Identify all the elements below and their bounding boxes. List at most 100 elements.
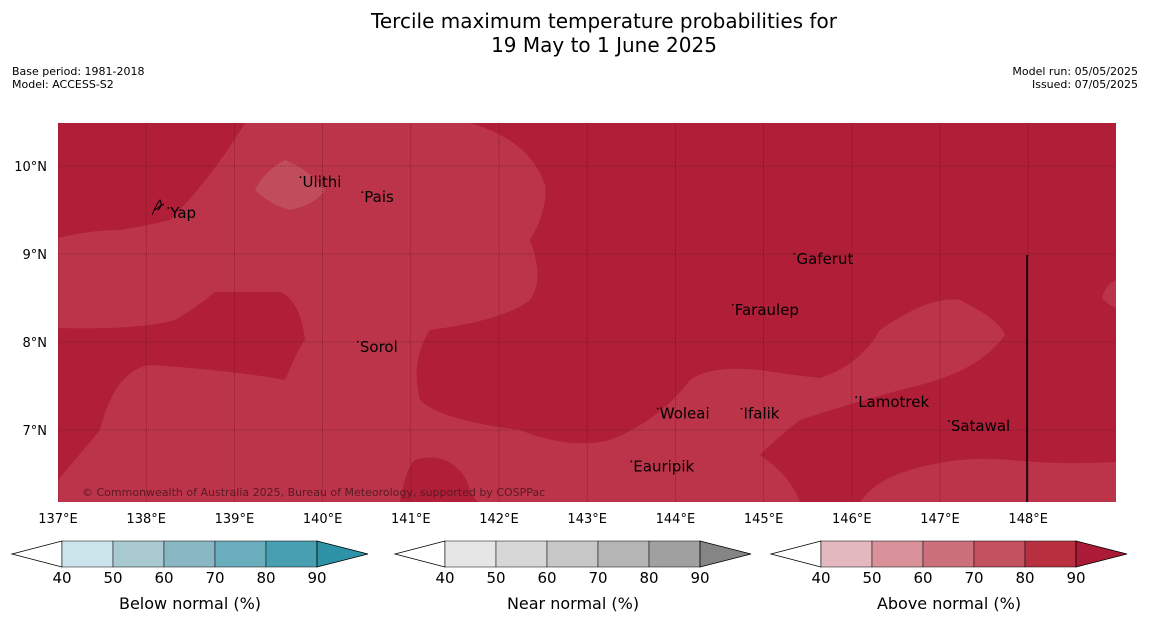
grid-lines <box>58 123 1116 502</box>
place-marker <box>167 207 170 209</box>
colorbar-extend-high <box>316 540 369 568</box>
place-marker <box>299 176 302 179</box>
colorbar-tick-label: 50 <box>103 569 122 587</box>
place-label: Pais <box>364 188 394 206</box>
colorbar-tick-label: 50 <box>486 569 505 587</box>
place-label: Gaferut <box>796 250 853 268</box>
lon-tick-label: 147°E <box>920 512 960 527</box>
colorbar-tick-label: 70 <box>205 569 224 587</box>
colorbars: 40 50 60 70 80 90 40 50 60 70 80 90 40 50 60 70 80 90 <box>10 540 1128 587</box>
lon-tick-label: 140°E <box>303 512 343 527</box>
colorbar-tick-label: 90 <box>690 569 709 587</box>
colorbar-tick-label: 70 <box>964 569 983 587</box>
place-label: Faraulep <box>735 301 799 319</box>
colorbar-extend-low <box>393 540 446 568</box>
colorbar-segment <box>597 540 650 568</box>
model-name: Model: ACCESS-S2 <box>12 78 114 91</box>
latitude-tick-labels: 10°N 9°N 8°N 7°N <box>14 160 47 439</box>
copyright-text: © Commonwealth of Australia 2025, Bureau… <box>82 486 545 499</box>
place-marker <box>356 340 359 343</box>
colorbar-extend-low <box>10 540 63 568</box>
place-marker <box>793 252 796 255</box>
lat-tick-label: 9°N <box>23 248 48 263</box>
title-line-1: Tercile maximum temperature probabilitie… <box>371 9 837 33</box>
place-label: Ifalik <box>744 405 780 423</box>
colorbar-below: 40 50 60 70 80 90 <box>10 540 369 587</box>
place-marker <box>947 420 950 422</box>
colorbar-segment <box>871 540 924 568</box>
colorbar-tick-label: 80 <box>639 569 658 587</box>
lon-tick-label: 139°E <box>215 512 255 527</box>
place-marker <box>740 407 743 410</box>
colorbar-tick-label: 60 <box>154 569 173 587</box>
colorbar-tick-label: 40 <box>435 569 454 587</box>
colorbar-segment <box>444 540 497 568</box>
place-marker <box>855 396 858 399</box>
info-left: Base period: 1981-2018 Model: ACCESS-S2 <box>12 65 144 91</box>
yap-island-outline <box>151 199 165 216</box>
lon-tick-label: 138°E <box>126 512 166 527</box>
title-line-2: 19 May to 1 June 2025 <box>491 33 717 57</box>
lat-tick-label: 7°N <box>23 424 48 439</box>
colorbar-segment <box>546 540 599 568</box>
place-labels: Ulithi Pais Yap Gaferut Faraulep Sorol Lamotre… <box>167 173 1010 475</box>
colorbar-tick-label: 40 <box>811 569 830 587</box>
colorbar-tick-label: 60 <box>913 569 932 587</box>
colorbar-label-below: Below normal (%) <box>118 594 262 613</box>
lon-tick-label: 137°E <box>38 512 78 527</box>
colorbar-extend-high <box>1075 540 1128 568</box>
colorbar-extend-low <box>769 540 822 568</box>
place-label: Satawal <box>951 417 1010 435</box>
colorbar-above: 40 50 60 70 80 90 <box>769 540 1128 587</box>
colorbar-tick-label: 70 <box>588 569 607 587</box>
lon-tick-label: 146°E <box>832 512 872 527</box>
colorbar-tick-label: 90 <box>307 569 326 587</box>
issued-date: Issued: 07/05/2025 <box>1031 78 1138 91</box>
base-period: Base period: 1981-2018 <box>12 65 145 78</box>
place-label: Eauripik <box>633 457 694 475</box>
colorbar-extend-high <box>699 540 752 568</box>
colorbar-tick-label: 80 <box>1015 569 1034 587</box>
colorbar-segment <box>265 540 318 568</box>
map-panel: Ulithi Pais Yap Gaferut Faraulep Sorol Lamotre… <box>58 123 1116 502</box>
colorbar-tick-label: 60 <box>537 569 556 587</box>
lon-tick-label: 142°E <box>479 512 519 527</box>
colorbar-segment <box>214 540 267 568</box>
lon-tick-label: 144°E <box>656 512 696 527</box>
place-label: Yap <box>169 204 196 222</box>
lon-tick-label: 148°E <box>1008 512 1048 527</box>
colorbar-segment <box>61 540 114 568</box>
probability-band-80-90-south <box>400 457 480 502</box>
model-run: Model run: 05/05/2025 <box>1012 65 1138 78</box>
place-label: Ulithi <box>303 173 342 191</box>
lat-tick-label: 8°N <box>23 336 48 351</box>
lon-tick-label: 141°E <box>391 512 431 527</box>
place-marker <box>731 303 734 306</box>
colorbar-label-near: Near normal (%) <box>506 594 640 613</box>
colorbar-segment <box>1024 540 1077 568</box>
colorbar-segment <box>922 540 975 568</box>
probability-band-lighter-ulithi <box>255 160 325 210</box>
colorbar-segment <box>112 540 165 568</box>
colorbar-near: 40 50 60 70 80 90 <box>393 540 752 587</box>
colorbar-segment <box>973 540 1026 568</box>
probability-band-70-80-edge <box>1102 280 1116 308</box>
colorbar-tick-label: 80 <box>256 569 275 587</box>
colorbar-tick-label: 40 <box>52 569 71 587</box>
colorbar-segment <box>820 540 873 568</box>
longitude-tick-labels: 137°E 138°E 139°E 140°E 141°E 142°E 143°E 144°E… <box>38 512 1048 527</box>
lon-tick-label: 145°E <box>744 512 784 527</box>
colorbar-segment <box>495 540 548 568</box>
place-label: Sorol <box>360 338 398 356</box>
probability-band-70-80-east <box>860 458 1116 502</box>
place-label: Lamotrek <box>858 393 929 411</box>
colorbar-tick-label: 90 <box>1066 569 1085 587</box>
place-marker <box>630 460 633 463</box>
probability-band-70-80 <box>58 123 1005 502</box>
colorbar-segment <box>648 540 701 568</box>
place-marker <box>656 407 659 410</box>
place-label: Woleai <box>660 405 710 423</box>
colorbar-tick-label: 50 <box>862 569 881 587</box>
colorbar-segment <box>163 540 216 568</box>
